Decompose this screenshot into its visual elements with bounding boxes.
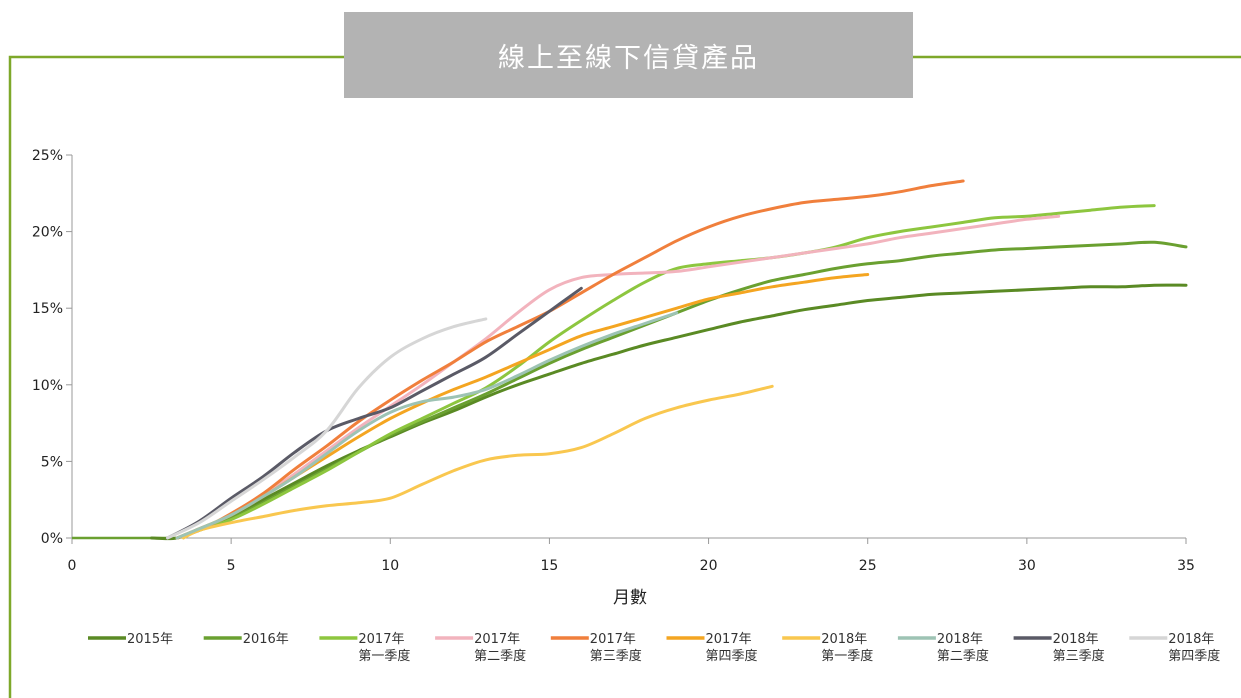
y-tick-label: 5% [41, 454, 63, 470]
series-line-2 [175, 204, 1156, 540]
x-tick-label: 20 [700, 558, 718, 574]
x-tick-label: 35 [1177, 558, 1195, 574]
legend-sublabel-4: 第三季度 [590, 648, 642, 664]
x-tick-label: 15 [541, 558, 559, 574]
legend-sublabel-3: 第二季度 [474, 648, 526, 664]
series-line-7 [175, 311, 679, 540]
legend-sublabel-7: 第二季度 [937, 648, 989, 664]
legend-sublabel-5: 第四季度 [706, 648, 758, 664]
series-line-5 [175, 273, 870, 540]
frame-border-left [8, 55, 344, 698]
legend-label-6: 2018年 [821, 632, 867, 647]
series-line-4 [175, 179, 965, 540]
x-tick-label: 0 [68, 558, 77, 574]
x-tick-label: 5 [227, 558, 236, 574]
y-tick-label: 25% [32, 148, 63, 164]
legend-label-5: 2017年 [706, 632, 752, 647]
chart-axes: 0% 5% 10% 15% 20% 25% 0 5 10 15 20 25 30 35 [32, 148, 1195, 574]
x-tick-label: 10 [381, 558, 399, 574]
legend-label-2: 2017年 [358, 632, 404, 647]
y-tick-label: 0% [41, 531, 63, 547]
legend-label-4: 2017年 [590, 632, 636, 647]
series-layer [72, 179, 1188, 541]
legend-sublabel-2: 第一季度 [358, 648, 410, 664]
series-line-8 [166, 286, 583, 540]
series-line-9 [166, 317, 488, 540]
legend-label-1: 2016年 [243, 632, 289, 647]
y-tick-label: 15% [32, 301, 63, 317]
series-line-6 [181, 384, 774, 540]
legend-sublabel-9: 第四季度 [1168, 648, 1220, 664]
legend-label-3: 2017年 [474, 632, 520, 647]
chart-title: 線上至線下信貸產品 [344, 12, 913, 98]
series-line-3 [175, 214, 1061, 540]
y-tick-label: 10% [32, 378, 63, 394]
y-tick-label: 20% [32, 225, 63, 241]
legend-label-8: 2018年 [1053, 632, 1099, 647]
legend-label-7: 2018年 [937, 632, 983, 647]
x-tick-label: 25 [859, 558, 877, 574]
legend-sublabel-6: 第一季度 [821, 648, 873, 664]
legend: 2015年 2016年 2017年第一季度2017年第二季度2017年第三季度201… [88, 632, 1220, 664]
series-line-1 [175, 240, 1188, 540]
legend-label-0: 2015年 [127, 632, 173, 647]
legend-sublabel-8: 第三季度 [1053, 648, 1105, 664]
x-axis-label: 月數 [613, 588, 647, 608]
x-tick-label: 30 [1018, 558, 1036, 574]
legend-label-9: 2018年 [1168, 632, 1214, 647]
series-line-0 [150, 283, 1188, 541]
